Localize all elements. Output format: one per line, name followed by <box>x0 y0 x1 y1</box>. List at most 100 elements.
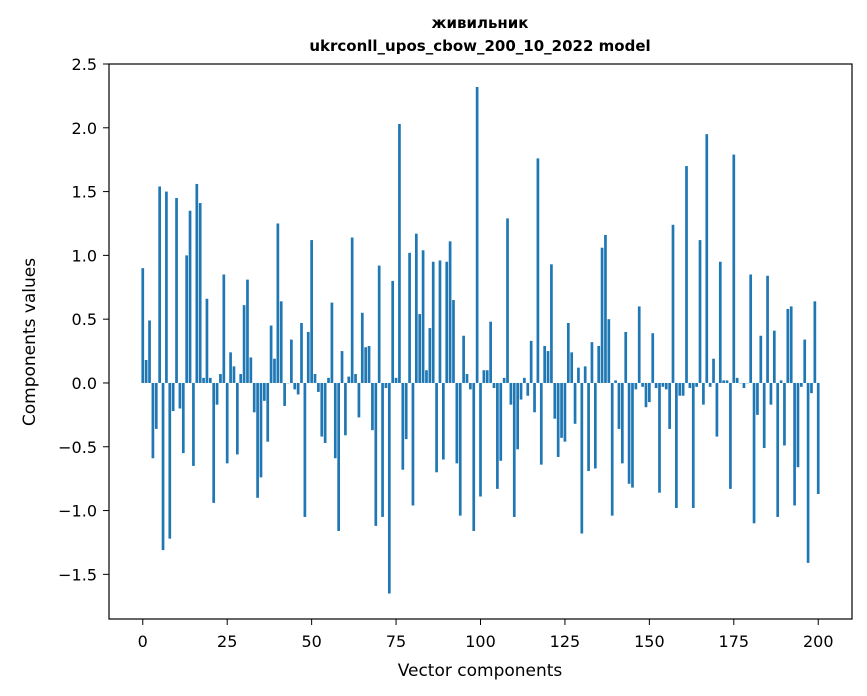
bar <box>573 382 577 424</box>
bar <box>293 382 297 390</box>
bar <box>269 325 273 383</box>
bar <box>617 382 621 429</box>
bar <box>462 335 465 383</box>
bar <box>614 380 617 383</box>
y-tick-label: 2.0 <box>72 119 97 138</box>
bar <box>735 377 739 383</box>
bar <box>421 250 425 383</box>
chart-title: живильник <box>432 14 529 32</box>
bar <box>651 333 655 383</box>
bar <box>786 308 790 383</box>
plot-area-frame <box>108 63 853 620</box>
x-tick-label: 125 <box>550 632 581 651</box>
bar <box>165 191 168 383</box>
bar <box>762 382 766 449</box>
bar <box>799 382 803 387</box>
bar <box>610 382 614 516</box>
bar <box>371 382 374 431</box>
bar <box>766 275 769 383</box>
bar <box>229 352 232 383</box>
bar <box>725 380 729 383</box>
bars-group <box>141 86 820 594</box>
bar <box>411 382 415 506</box>
bar <box>442 382 445 460</box>
bar <box>340 351 344 383</box>
bar <box>219 374 222 383</box>
bar <box>354 374 357 383</box>
bar <box>445 261 449 383</box>
bar <box>337 382 340 531</box>
bar <box>695 382 698 387</box>
x-tick-label: 0 <box>138 632 148 651</box>
bar <box>300 323 303 383</box>
bar <box>347 376 351 383</box>
bar <box>570 352 574 383</box>
bar <box>232 366 236 383</box>
bar <box>637 306 641 383</box>
bar <box>357 382 361 418</box>
bar <box>266 382 270 442</box>
bar <box>438 260 442 383</box>
bar <box>252 382 256 413</box>
x-tick-label: 25 <box>217 632 237 651</box>
bar <box>333 382 337 459</box>
bar <box>654 382 658 389</box>
bar <box>401 382 405 470</box>
bar <box>215 382 219 405</box>
bar <box>259 382 263 478</box>
bar <box>678 382 682 396</box>
y-axis-label: Components values <box>20 258 40 426</box>
bar <box>627 382 631 484</box>
y-tick-label: 0.0 <box>72 374 97 393</box>
bar <box>705 134 709 383</box>
bar <box>516 382 519 450</box>
bar <box>661 382 665 387</box>
bar <box>192 382 195 466</box>
bar <box>458 382 462 516</box>
x-tick-label: 200 <box>803 632 834 651</box>
bar <box>688 382 692 389</box>
bar <box>749 274 753 383</box>
bar <box>783 382 786 446</box>
bar <box>593 382 597 469</box>
bar <box>722 380 726 383</box>
bar <box>195 183 199 383</box>
bar <box>175 197 178 383</box>
bar <box>685 166 688 383</box>
bar <box>506 218 509 383</box>
bar <box>796 382 800 468</box>
bar <box>631 382 634 488</box>
bar <box>681 382 685 396</box>
x-tick-label: 50 <box>301 632 321 651</box>
bar <box>317 382 320 392</box>
bar <box>469 382 472 390</box>
bar <box>502 377 506 383</box>
bar <box>431 261 435 383</box>
bar <box>496 382 499 489</box>
x-tick-label: 175 <box>719 632 750 651</box>
bar <box>141 268 145 383</box>
bar <box>546 351 550 383</box>
bar <box>529 340 533 383</box>
bar <box>590 342 594 383</box>
bar <box>303 382 307 517</box>
bar <box>536 158 540 383</box>
x-tick-label: 75 <box>386 632 406 651</box>
bar <box>408 252 411 383</box>
bar <box>404 382 408 440</box>
bar <box>171 382 175 412</box>
bar <box>732 154 736 383</box>
bar <box>391 280 395 383</box>
bar <box>813 301 817 383</box>
bar <box>742 382 746 389</box>
bar <box>563 382 567 442</box>
bar <box>566 323 570 383</box>
y-axis: −1.5 −1.0 −0.5 0.0 0.5 1.0 1.5 2.0 2.5 <box>58 55 109 584</box>
bar <box>364 347 368 383</box>
bar <box>492 382 496 389</box>
bar <box>323 382 327 443</box>
bar <box>607 319 611 383</box>
bar <box>239 374 243 383</box>
bar <box>772 330 776 383</box>
bar <box>465 374 469 383</box>
